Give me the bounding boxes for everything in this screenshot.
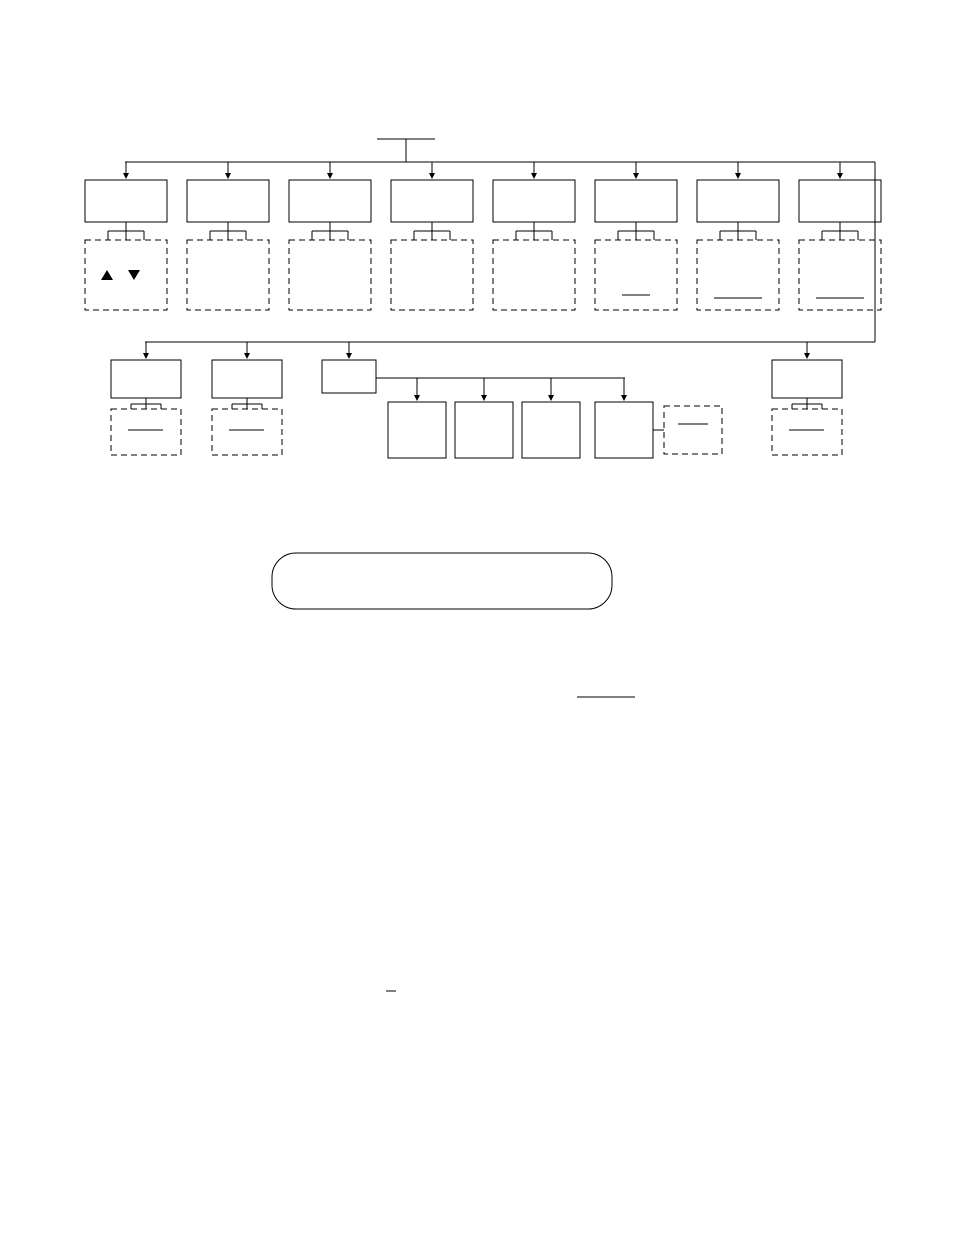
row1-col-4	[391, 162, 473, 310]
row2-col-2	[212, 342, 282, 455]
row1-col-2	[187, 162, 269, 310]
row2-col-1	[111, 342, 181, 455]
row1-col-3	[289, 162, 371, 310]
row1-col-1	[85, 162, 167, 310]
diagram-canvas	[0, 0, 954, 1235]
row1-col-6	[595, 162, 677, 310]
triangle-up-icon	[101, 270, 113, 280]
rounded-callout	[272, 553, 612, 609]
row1-col-5	[493, 162, 575, 310]
row1-col-8	[799, 162, 881, 310]
row1-col-7	[697, 162, 779, 310]
row2-col-4	[772, 342, 842, 455]
row2-col-3	[322, 342, 722, 458]
triangle-down-icon	[128, 270, 140, 280]
